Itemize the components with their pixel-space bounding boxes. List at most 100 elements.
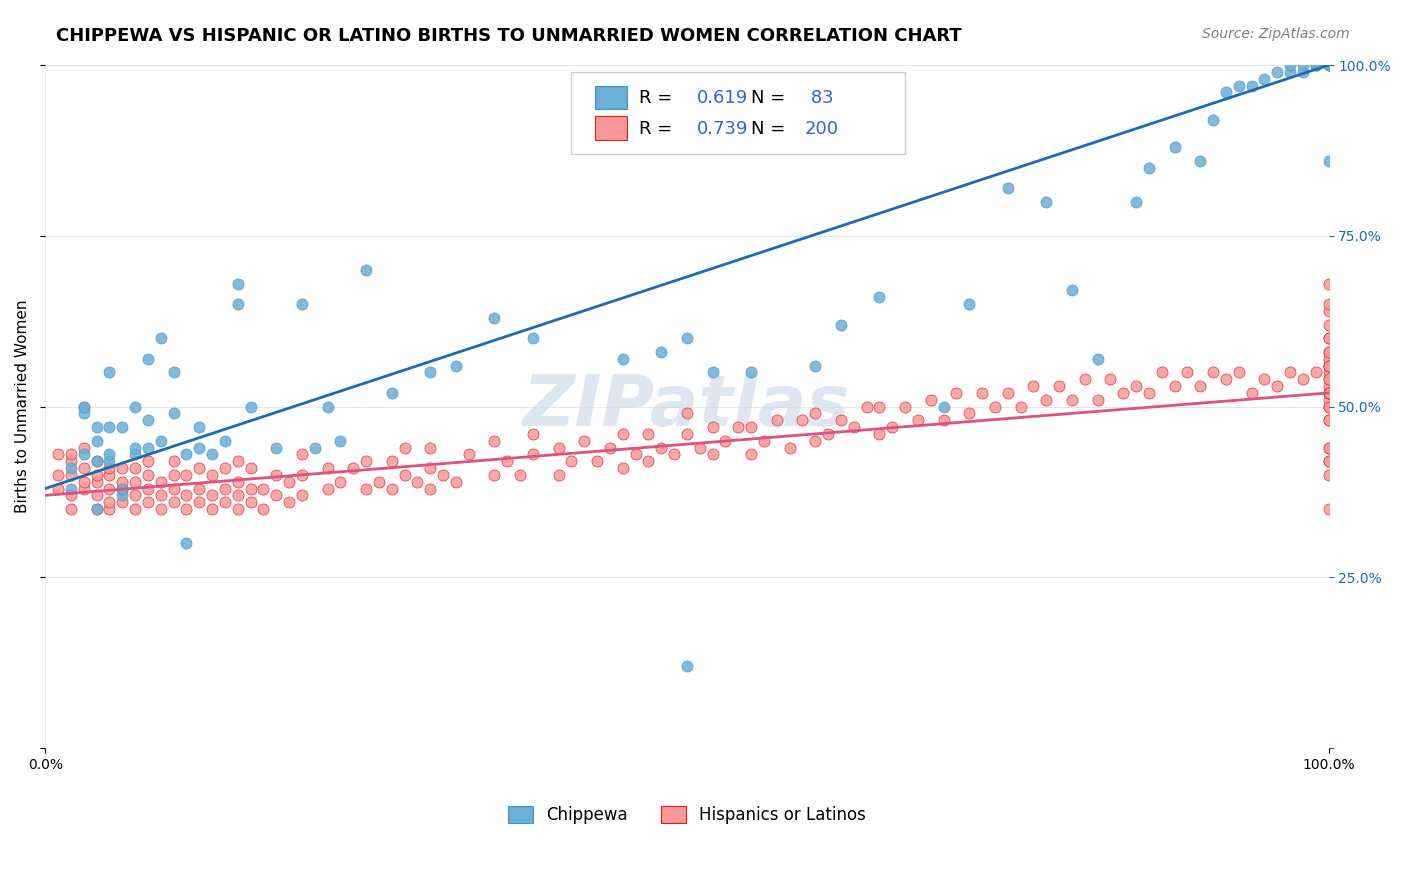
Point — [226, 488, 249, 502]
Point — [136, 413, 159, 427]
Point — [176, 488, 198, 502]
Y-axis label: Births to Unmarried Women: Births to Unmarried Women — [15, 300, 30, 513]
Point — [162, 495, 184, 509]
Text: 0.619: 0.619 — [697, 89, 748, 107]
Text: CHIPPEWA VS HISPANIC OR LATINO BIRTHS TO UNMARRIED WOMEN CORRELATION CHART: CHIPPEWA VS HISPANIC OR LATINO BIRTHS TO… — [56, 27, 962, 45]
Point — [1074, 372, 1097, 386]
Point — [124, 475, 146, 489]
Point — [111, 475, 134, 489]
Point — [316, 482, 339, 496]
Point — [676, 426, 699, 441]
Point — [419, 441, 441, 455]
Point — [124, 400, 146, 414]
Point — [59, 467, 82, 482]
Point — [547, 441, 569, 455]
Point — [111, 461, 134, 475]
Point — [1087, 351, 1109, 366]
Point — [46, 467, 69, 482]
Point — [73, 475, 96, 489]
Point — [98, 447, 121, 461]
Point — [124, 502, 146, 516]
Point — [522, 331, 544, 345]
Point — [1240, 78, 1263, 93]
Point — [624, 447, 647, 461]
Point — [188, 461, 211, 475]
Point — [1317, 413, 1340, 427]
Point — [1125, 194, 1147, 209]
Point — [1305, 58, 1327, 72]
Point — [830, 318, 852, 332]
Point — [1317, 359, 1340, 373]
Point — [124, 461, 146, 475]
Point — [252, 482, 274, 496]
Point — [612, 351, 634, 366]
Point — [676, 331, 699, 345]
Point — [149, 434, 172, 448]
Point — [239, 400, 262, 414]
Point — [86, 454, 108, 468]
Point — [162, 454, 184, 468]
Point — [612, 461, 634, 475]
Point — [1317, 385, 1340, 400]
Point — [1227, 78, 1250, 93]
Point — [1317, 385, 1340, 400]
Point — [214, 434, 236, 448]
Point — [162, 467, 184, 482]
Point — [73, 482, 96, 496]
Point — [740, 447, 762, 461]
Point — [804, 406, 827, 420]
Point — [239, 482, 262, 496]
Point — [201, 502, 224, 516]
Point — [176, 536, 198, 550]
Point — [1137, 385, 1160, 400]
Point — [1292, 372, 1315, 386]
Point — [1317, 297, 1340, 311]
Point — [98, 366, 121, 380]
Point — [381, 385, 404, 400]
Point — [1010, 400, 1032, 414]
Point — [149, 331, 172, 345]
Point — [188, 420, 211, 434]
Point — [1317, 153, 1340, 168]
Point — [354, 482, 377, 496]
Point — [329, 475, 352, 489]
Point — [86, 420, 108, 434]
Point — [86, 488, 108, 502]
Point — [73, 441, 96, 455]
Point — [662, 447, 685, 461]
Point — [637, 426, 659, 441]
Point — [149, 475, 172, 489]
Point — [1317, 351, 1340, 366]
FancyBboxPatch shape — [595, 86, 627, 110]
Point — [1317, 379, 1340, 393]
Point — [957, 406, 980, 420]
Point — [740, 420, 762, 434]
Point — [907, 413, 929, 427]
Point — [932, 413, 955, 427]
Point — [689, 441, 711, 455]
Point — [457, 447, 479, 461]
Point — [98, 495, 121, 509]
Point — [1317, 345, 1340, 359]
Point — [86, 434, 108, 448]
Point — [702, 447, 724, 461]
Point — [98, 467, 121, 482]
Point — [997, 181, 1019, 195]
Point — [98, 454, 121, 468]
Point — [1087, 392, 1109, 407]
Point — [136, 495, 159, 509]
Point — [1317, 454, 1340, 468]
Point — [1150, 366, 1173, 380]
Point — [804, 434, 827, 448]
Point — [226, 454, 249, 468]
Point — [354, 454, 377, 468]
Point — [214, 461, 236, 475]
Point — [394, 467, 416, 482]
Point — [278, 495, 301, 509]
Point — [381, 454, 404, 468]
Point — [1317, 441, 1340, 455]
Point — [1317, 277, 1340, 291]
Point — [124, 488, 146, 502]
Point — [522, 447, 544, 461]
Point — [214, 482, 236, 496]
